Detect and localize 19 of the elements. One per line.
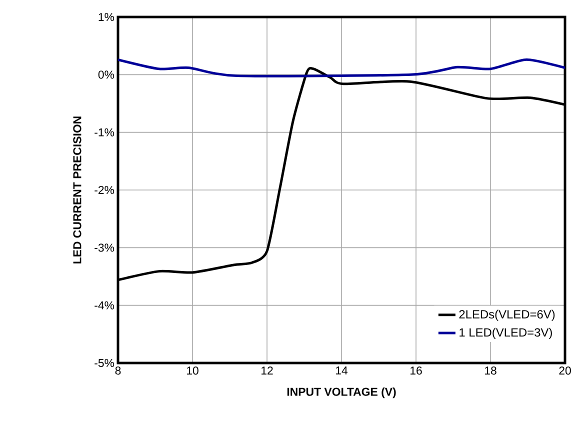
y-tick-label: -4% [94, 301, 114, 310]
x-tick-label: 16 [410, 366, 422, 375]
y-tick-label: 1% [98, 12, 114, 21]
legend-label: 2LEDs(VLED=6V) [459, 310, 555, 321]
y-tick-label: -1% [94, 128, 114, 136]
y-tick-label: -3% [94, 244, 114, 252]
x-axis-title: INPUT VOLTAGE (V) [287, 387, 396, 398]
x-tick-label: 18 [485, 366, 496, 375]
x-tick-label: 12 [262, 366, 273, 375]
x-tick-label: 14 [336, 366, 348, 374]
line-series [118, 58, 566, 78]
x-tick-label: 10 [187, 366, 198, 375]
y-tick-label: -5% [94, 358, 114, 368]
y-axis-title: LED CURRENT PRECISION [73, 116, 82, 264]
x-tick-label: 8 [115, 366, 121, 375]
y-tick-label: 0% [98, 70, 114, 79]
y-tick-label: -2% [94, 186, 114, 194]
x-tick-label: 20 [559, 366, 571, 375]
legend-label: 1 LED(VLED=3V) [460, 328, 552, 340]
